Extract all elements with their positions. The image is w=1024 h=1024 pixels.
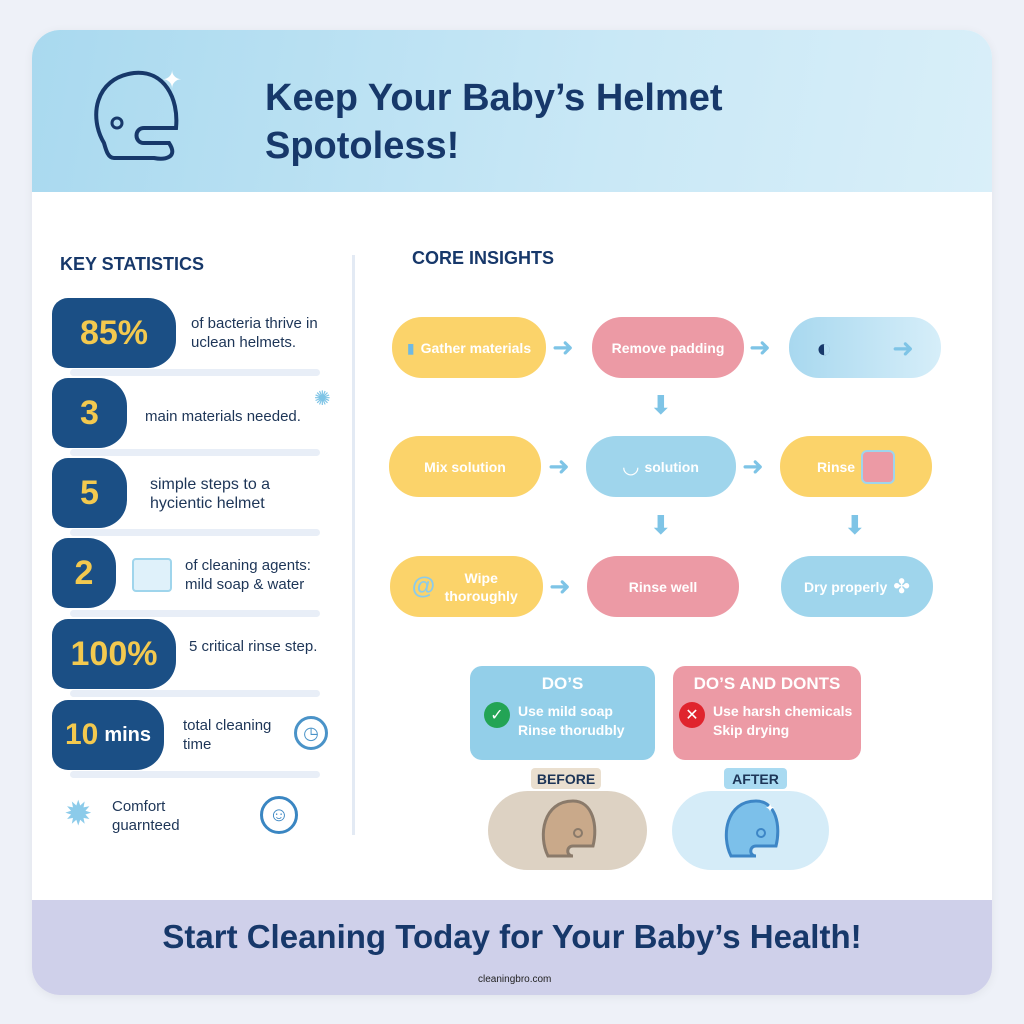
arrow-right-icon: ➜ [742, 451, 764, 481]
fan-icon: ✤ [893, 575, 910, 598]
divider [70, 690, 320, 697]
check-icon: ✓ [484, 702, 510, 728]
column-divider [352, 255, 355, 835]
stat-text: simple steps to a hycientic helmet [150, 476, 271, 512]
stat-value: 10 [64, 718, 99, 751]
bottle-icon: ▮ [406, 339, 415, 356]
step-rinse-well: Rinse well [587, 556, 739, 617]
stat-badge: 10 mins [52, 700, 164, 770]
step-dry-properly: Dry properly ✤ [781, 556, 933, 617]
step-label: Mix solution [424, 458, 506, 475]
step-wipe-thoroughly: @ Wipe thoroughly [390, 556, 543, 617]
infographic-card: ✦ Keep Your Baby’s Helmet Spotoless! KEY… [32, 30, 992, 995]
step-label: Rinse well [628, 578, 698, 595]
before-label: BEFORE [531, 768, 601, 789]
before-image [488, 791, 647, 870]
after-label: AFTER [724, 768, 787, 789]
stat-text: total cleaning time [183, 717, 272, 753]
swirl-icon: @ [411, 572, 436, 600]
dos-title: DO’S [541, 674, 584, 693]
step-label: solution [644, 458, 699, 475]
stat-text: main materials needed. [145, 408, 301, 425]
svg-text:✦: ✦ [162, 67, 182, 94]
step-label: Gather materials [420, 339, 532, 356]
divider [70, 610, 320, 617]
soap-water-icon [132, 558, 172, 592]
step-helmet: ◐ ➜ [789, 317, 941, 378]
step-label: Rinse [816, 458, 856, 475]
arrow-right-icon: ➜ [749, 332, 771, 362]
stat-badge: 100% [52, 619, 176, 689]
clock-icon: ◷ [294, 716, 328, 750]
core-insights-heading: CORE INSIGHTS [412, 248, 555, 268]
step-label: Remove padding [611, 339, 725, 356]
arrow-down-icon: ⬇ [844, 510, 866, 540]
page-title: Keep Your Baby’s Helmet Spotoless! [265, 77, 723, 167]
watermark: cleaningbro.com [478, 974, 552, 985]
step-rinse: Rinse [780, 436, 932, 497]
comfort-text: Comfort guarnteed [112, 798, 180, 834]
divider [70, 529, 320, 536]
donts-panel: DO’S AND DONTS ✕ Use harsh chemicals Skip… [673, 666, 861, 760]
arrow-right-icon: ➜ [892, 332, 914, 363]
bowl-icon: ◡ [623, 455, 639, 478]
germ-icon: ✺ [314, 388, 331, 410]
divider [70, 449, 320, 456]
stat-badge: 85% [52, 298, 176, 368]
stat-text: of bacteria thrive in uclean helmets. [191, 315, 318, 351]
dos-panel: DO’S ✓ Use mild soap Rinse thorudbly [470, 666, 655, 760]
call-to-action: Start Cleaning Today for Your Baby’s Hea… [162, 918, 862, 955]
stat-text: of cleaning agents: mild soap & water [185, 557, 311, 593]
do-item: Rinse thorudbly [518, 722, 625, 738]
arrow-right-icon: ➜ [548, 451, 570, 481]
step-solution: ◡ solution [586, 436, 736, 497]
step-remove-padding: Remove padding [592, 317, 744, 378]
stat-badge: 3 [52, 378, 127, 448]
key-statistics-heading: KEY STATISTICS [60, 254, 205, 274]
helmet-sparkle-icon: ✦ [94, 67, 182, 161]
germ-icon: ✹ [64, 795, 93, 833]
stat-text: 5 critical rinse step. [189, 638, 318, 655]
stat-badge: 5 [52, 458, 127, 528]
smiley-icon: ☺ [260, 796, 298, 834]
stat-unit: mins [104, 723, 152, 746]
divider [70, 771, 320, 778]
dirty-helmet-icon [541, 798, 596, 857]
x-icon: ✕ [679, 702, 705, 728]
arrow-right-icon: ➜ [552, 332, 574, 362]
do-item: Use mild soap [518, 703, 613, 719]
helmet-icon: ◐ [816, 332, 832, 363]
arrow-down-icon: ⬇ [650, 390, 672, 420]
footer-banner: Start Cleaning Today for Your Baby’s Hea… [32, 900, 992, 995]
svg-text:✦: ✦ [765, 801, 775, 815]
arrow-down-icon: ⬇ [650, 510, 672, 540]
step-label: Dry properly [803, 578, 888, 595]
stat-badge: 2 [52, 538, 116, 608]
arrow-right-icon: ➜ [549, 571, 571, 601]
donts-title: DO’S AND DONTS [693, 674, 841, 693]
header-banner: ✦ Keep Your Baby’s Helmet Spotoless! [32, 30, 992, 192]
dont-item: Use harsh chemicals [713, 703, 853, 719]
dont-item: Skip drying [713, 722, 790, 738]
divider [70, 369, 320, 376]
sponge-hand-icon [861, 449, 896, 484]
clean-helmet-icon: ✦ [724, 798, 779, 857]
step-gather-materials: ▮ Gather materials [392, 317, 546, 378]
step-label: Wipe thoroughly [444, 569, 518, 604]
step-mix-solution: Mix solution [389, 436, 541, 497]
after-image: ✦ [672, 791, 829, 870]
